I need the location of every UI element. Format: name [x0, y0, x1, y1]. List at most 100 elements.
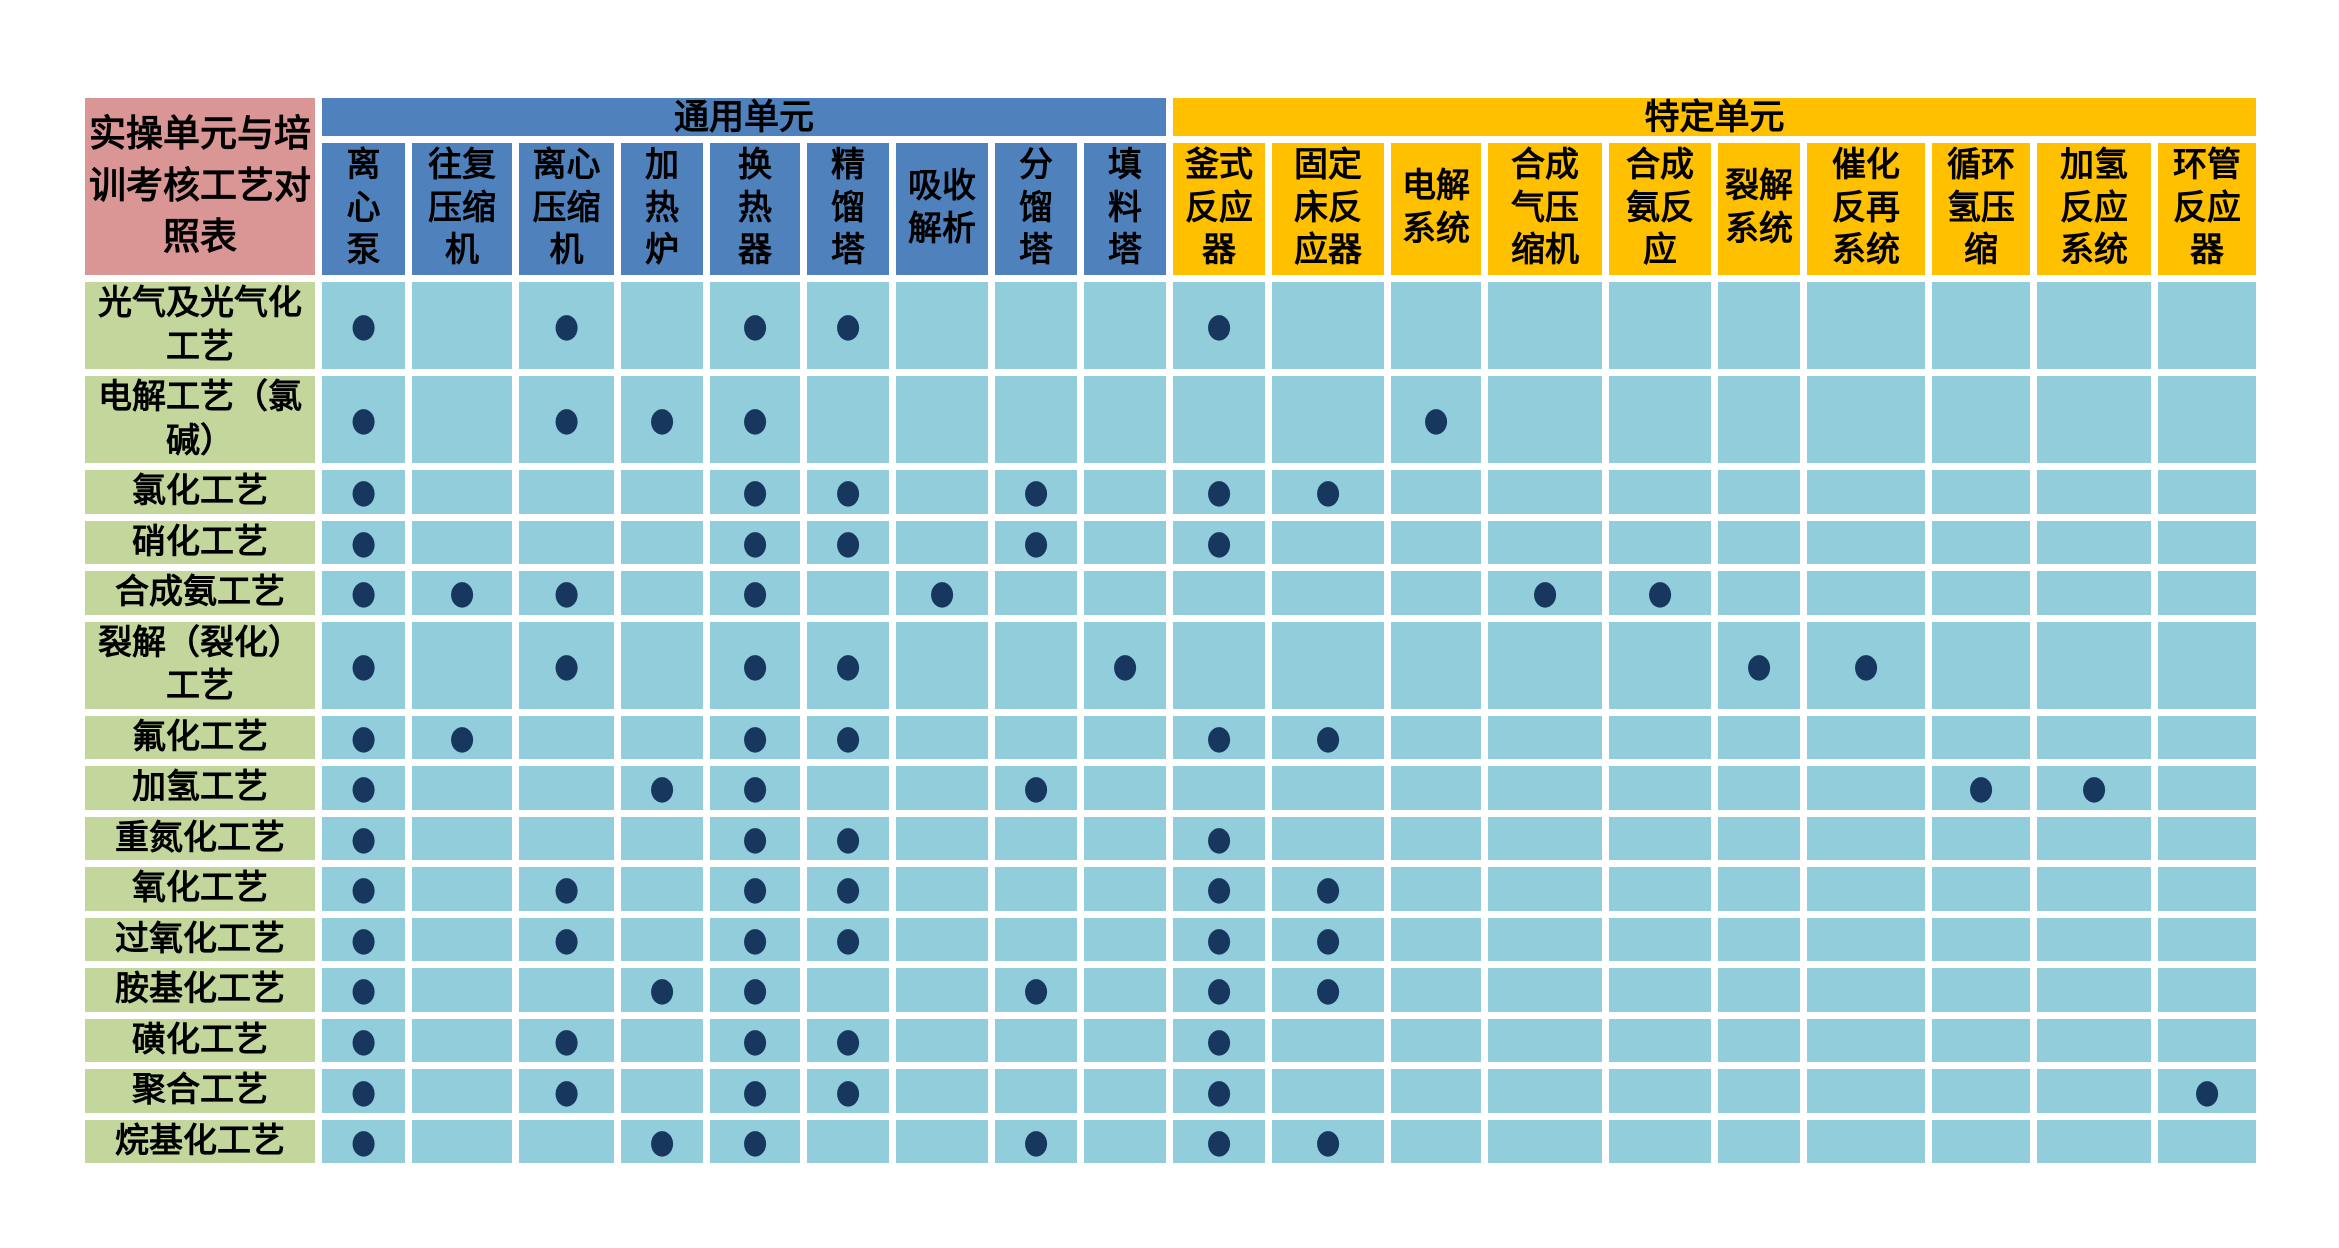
matrix-cell	[1718, 715, 1800, 760]
matrix-cell	[1391, 968, 1481, 1012]
matrix-cell	[1932, 470, 2030, 514]
matrix-cell	[1609, 968, 1711, 1012]
dot-marker: ●	[742, 522, 768, 562]
matrix-cell	[1084, 1069, 1166, 1113]
column-header: 加 热 炉	[621, 143, 703, 275]
matrix-cell	[1084, 715, 1166, 760]
matrix-cell	[1084, 917, 1166, 962]
matrix-cell: ●	[322, 1119, 405, 1164]
matrix-cell: ●	[1932, 766, 2030, 810]
matrix-cell	[1932, 917, 2030, 962]
row-label: 氯化工艺	[85, 470, 315, 514]
dot-marker: ●	[742, 919, 768, 959]
matrix-cell: ●	[710, 571, 800, 615]
matrix-cell: ●	[621, 376, 703, 464]
matrix-cell	[1391, 1069, 1481, 1113]
matrix-cell	[896, 766, 988, 810]
column-header: 釜式 反应 器	[1173, 143, 1265, 275]
dot-marker: ●	[835, 1020, 861, 1060]
matrix-cell	[1084, 1119, 1166, 1164]
matrix-cell: ●	[1609, 571, 1711, 615]
matrix-cell: ●	[1272, 917, 1384, 962]
matrix-cell	[412, 376, 512, 464]
dot-marker: ●	[1532, 572, 1558, 612]
column-header: 填 料 塔	[1084, 143, 1166, 275]
matrix-cell	[412, 1119, 512, 1164]
matrix-cell: ●	[2037, 766, 2151, 810]
matrix-cell	[1807, 470, 1925, 514]
dot-marker: ●	[1315, 1121, 1341, 1161]
matrix-cell: ●	[807, 621, 889, 709]
matrix-cell	[412, 816, 512, 861]
group-header-general: 通用单元	[322, 98, 1166, 136]
dot-marker: ●	[835, 818, 861, 858]
matrix-cell	[1488, 816, 1602, 861]
matrix-cell: ●	[322, 715, 405, 760]
matrix-cell	[1609, 1018, 1711, 1063]
matrix-cell	[1609, 816, 1711, 861]
matrix-cell	[1932, 1069, 2030, 1113]
matrix-cell	[1272, 571, 1384, 615]
matrix-cell: ●	[1272, 1119, 1384, 1164]
matrix-cell: ●	[621, 766, 703, 810]
matrix-cell	[1718, 1119, 1800, 1164]
column-header: 离 心 泵	[322, 143, 405, 275]
matrix-cell	[1932, 1018, 2030, 1063]
matrix-cell	[1391, 621, 1481, 709]
matrix-cell	[621, 1018, 703, 1063]
matrix-cell: ●	[710, 968, 800, 1012]
matrix-cell	[1807, 376, 1925, 464]
matrix-cell	[2037, 715, 2151, 760]
column-header: 加氢 反应 系统	[2037, 143, 2151, 275]
dot-marker: ●	[350, 818, 377, 858]
matrix-cell	[995, 376, 1077, 464]
dot-marker: ●	[1315, 919, 1341, 959]
dot-marker: ●	[1023, 1121, 1049, 1161]
matrix-cell	[1807, 1018, 1925, 1063]
dot-marker: ●	[350, 1121, 377, 1161]
matrix-cell	[1173, 621, 1265, 709]
matrix-cell: ●	[322, 1018, 405, 1063]
matrix-cell	[519, 715, 614, 760]
table-colgroup	[85, 98, 2256, 1163]
matrix-cell	[995, 1018, 1077, 1063]
dot-marker: ●	[350, 471, 377, 511]
matrix-cell: ●	[1173, 470, 1265, 514]
matrix-cell: ●	[896, 571, 988, 615]
column-header: 催化 反再 系统	[1807, 143, 1925, 275]
dot-marker: ●	[1315, 471, 1341, 511]
dot-marker: ●	[1206, 919, 1232, 959]
matrix-cell	[621, 715, 703, 760]
matrix-cell: ●	[2158, 1069, 2256, 1113]
dot-marker: ●	[1206, 969, 1232, 1009]
matrix-cell	[621, 1069, 703, 1113]
dot-marker: ●	[1206, 868, 1232, 908]
matrix-cell	[1609, 1069, 1711, 1113]
matrix-cell: ●	[519, 917, 614, 962]
row-label: 磺化工艺	[85, 1018, 315, 1063]
matrix-cell	[1488, 1018, 1602, 1063]
dot-marker: ●	[1315, 868, 1341, 908]
matrix-cell: ●	[710, 621, 800, 709]
matrix-cell: ●	[1173, 1069, 1265, 1113]
process-unit-mapping-page: 实操单元与培 训考核工艺对 照表 通用单元 特定单元离 心 泵往复 压缩 机离心 压…	[78, 91, 2263, 1170]
dot-marker: ●	[553, 305, 580, 345]
matrix-cell	[1488, 621, 1602, 709]
matrix-cell	[1932, 867, 2030, 911]
dot-marker: ●	[1206, 818, 1232, 858]
matrix-cell	[807, 968, 889, 1012]
matrix-cell: ●	[710, 715, 800, 760]
matrix-cell	[1609, 766, 1711, 810]
dot-marker: ●	[742, 1121, 768, 1161]
matrix-cell: ●	[1272, 470, 1384, 514]
dot-marker: ●	[742, 305, 768, 345]
matrix-cell: ●	[710, 1069, 800, 1113]
matrix-cell	[1609, 867, 1711, 911]
matrix-cell	[1084, 376, 1166, 464]
matrix-cell	[1488, 1119, 1602, 1164]
matrix-cell	[2158, 968, 2256, 1012]
column-header-row: 离 心 泵往复 压缩 机离心 压缩 机加 热 炉换 热 器精 馏 塔吸收 解析分…	[85, 143, 2256, 275]
matrix-cell	[1932, 376, 2030, 464]
matrix-cell	[1391, 816, 1481, 861]
matrix-cell	[1609, 470, 1711, 514]
